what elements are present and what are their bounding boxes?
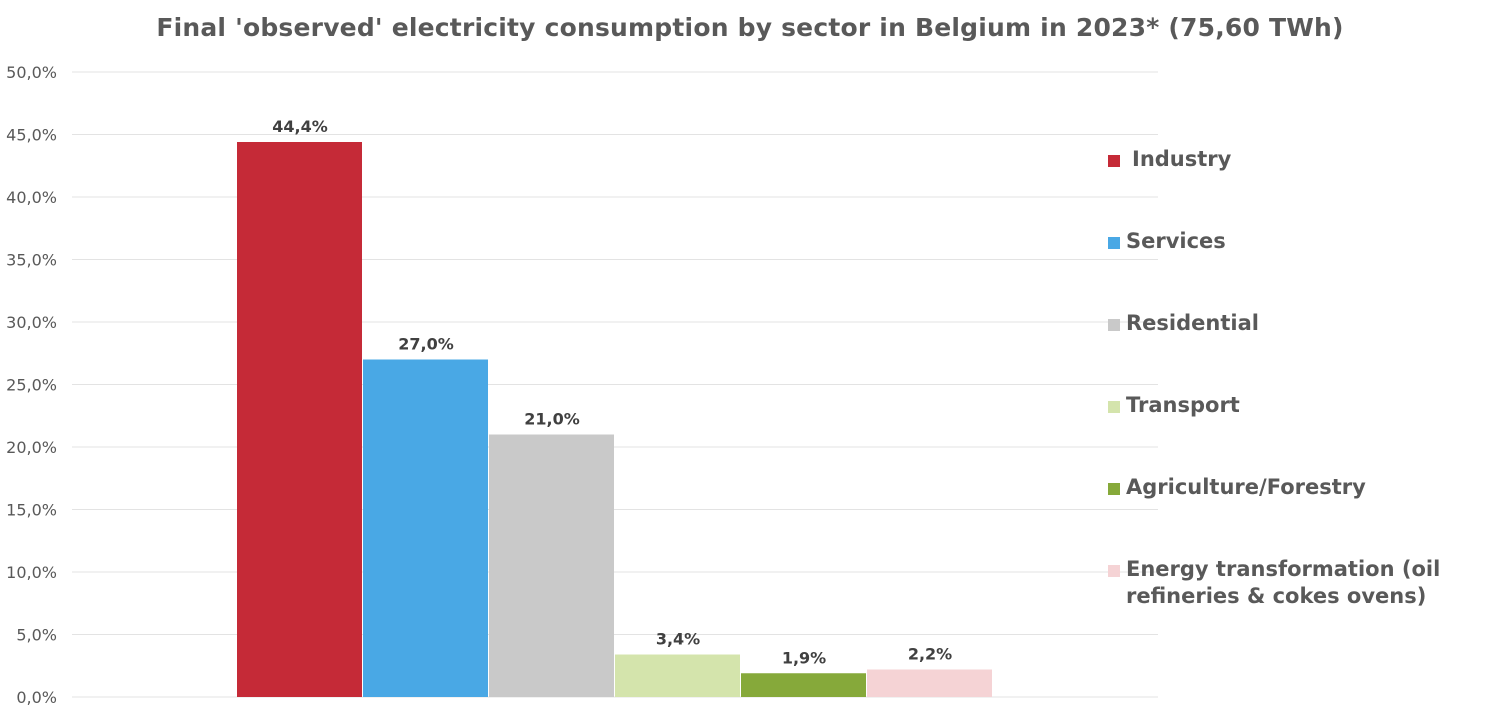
legend-label: Transport — [1126, 393, 1240, 417]
legend-item: Energy transformation (oil refineries & … — [1108, 556, 1456, 610]
chart-title: Final 'observed' electricity consumption… — [156, 13, 1344, 42]
y-tick-label: 40,0% — [6, 188, 57, 207]
legend-item: Agriculture/Forestry — [1108, 474, 1456, 501]
bar — [489, 434, 614, 697]
y-tick-label: 35,0% — [6, 251, 57, 270]
legend-swatch — [1108, 401, 1120, 413]
y-tick-label: 5,0% — [16, 626, 57, 645]
legend-swatch — [1108, 237, 1120, 249]
data-label: 1,9% — [782, 648, 826, 667]
data-label: 21,0% — [524, 410, 580, 429]
y-tick-label: 20,0% — [6, 438, 57, 457]
y-tick-label: 25,0% — [6, 376, 57, 395]
bar — [237, 142, 362, 697]
legend-label: Services — [1126, 229, 1226, 253]
legend-item: Transport — [1108, 392, 1456, 419]
legend-item: Industry — [1108, 146, 1462, 173]
legend-item: Services — [1108, 228, 1456, 255]
legend-swatch — [1108, 155, 1120, 167]
y-tick-label: 45,0% — [6, 126, 57, 145]
legend-swatch — [1108, 565, 1120, 577]
legend-swatch — [1108, 483, 1120, 495]
y-tick-label: 50,0% — [6, 63, 57, 82]
y-tick-label: 15,0% — [6, 501, 57, 520]
y-tick-label: 30,0% — [6, 313, 57, 332]
legend-label: Agriculture/Forestry — [1126, 475, 1366, 499]
data-label: 3,4% — [656, 630, 700, 649]
legend-label: Residential — [1126, 311, 1259, 335]
data-label: 44,4% — [272, 117, 328, 136]
legend-swatch — [1108, 319, 1120, 331]
y-tick-label: 0,0% — [16, 688, 57, 707]
legend-label: Industry — [1132, 147, 1232, 171]
data-label: 27,0% — [398, 335, 454, 354]
bar — [867, 669, 992, 697]
bar — [741, 673, 866, 697]
bar — [363, 359, 488, 697]
bar — [615, 654, 740, 697]
legend-item: Residential — [1108, 310, 1456, 337]
data-label: 2,2% — [908, 645, 952, 664]
legend-label: Energy transformation (oil refineries & … — [1126, 557, 1441, 608]
y-tick-label: 10,0% — [6, 563, 57, 582]
